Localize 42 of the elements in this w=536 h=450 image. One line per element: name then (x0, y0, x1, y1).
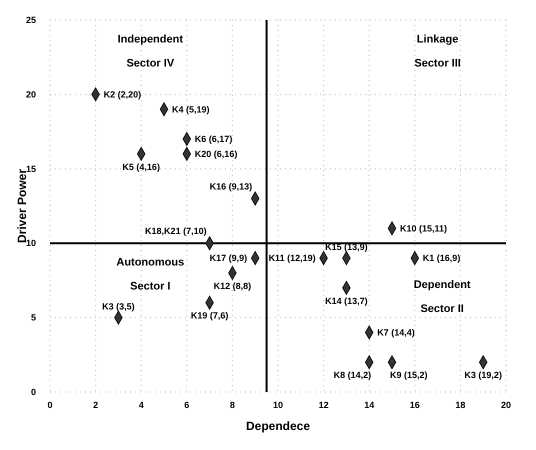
annotation: K11 (12,19) (268, 253, 316, 264)
y-tick-label: 5 (30, 312, 36, 323)
y-tick-label: 20 (26, 89, 36, 100)
y-tick-label: 25 (26, 15, 36, 25)
annotation: K7 (14,4) (377, 327, 415, 338)
annotation: K10 (15,11) (400, 223, 448, 234)
x-tick-label: 12 (318, 400, 329, 410)
x-tick-label: 20 (500, 400, 512, 410)
annotation: K1 (16,9) (422, 253, 460, 264)
annotation: K3 (3,5) (102, 302, 135, 312)
y-tick-label: 10 (26, 238, 36, 248)
annotation: Dependent Sector II (414, 278, 471, 315)
annotation: K17 (9,9) (210, 253, 248, 264)
annotation: K5 (4,16) (122, 162, 160, 172)
annotation: K3 (19,2) (464, 370, 502, 380)
x-tick-label: 10 (272, 400, 284, 410)
y-tick-label: 15 (26, 164, 36, 174)
annotation: K19 (7,6) (190, 310, 228, 321)
annotation: Autonomous Sector I (116, 256, 184, 293)
annotation: K18,K21 (7,10) (145, 226, 207, 236)
annotation: K9 (15,2) (390, 370, 428, 380)
x-tick-label: 16 (410, 400, 420, 410)
x-tick-label: 4 (138, 400, 144, 410)
annotation: K8 (14,2) (334, 370, 372, 380)
x-tick-label: 6 (184, 400, 190, 410)
annotation: Linkage Sector III (414, 33, 461, 70)
x-tick-label: 0 (47, 400, 53, 410)
annotation: K15 (13,9) (325, 242, 368, 252)
y-tick-label: 0 (30, 387, 36, 397)
x-tick-label: 8 (230, 400, 235, 410)
x-tick-label: 18 (455, 400, 466, 410)
annotation: K16 (9,13) (210, 182, 252, 192)
annotation: K20 (6,16) (194, 148, 238, 159)
x-tick-label: 2 (93, 400, 98, 410)
x-tick-label: 14 (364, 400, 374, 410)
annotation: K6 (6,17) (194, 134, 232, 144)
annotation: Independent Sector IV (118, 33, 184, 70)
annotation: K2 (2,20) (104, 89, 142, 100)
x-axis-title: Dependece (246, 419, 310, 433)
annotation: K4 (5,19) (172, 104, 210, 114)
annotation: K14 (13,7) (325, 296, 368, 306)
annotation: K12 (8,8) (214, 280, 252, 291)
